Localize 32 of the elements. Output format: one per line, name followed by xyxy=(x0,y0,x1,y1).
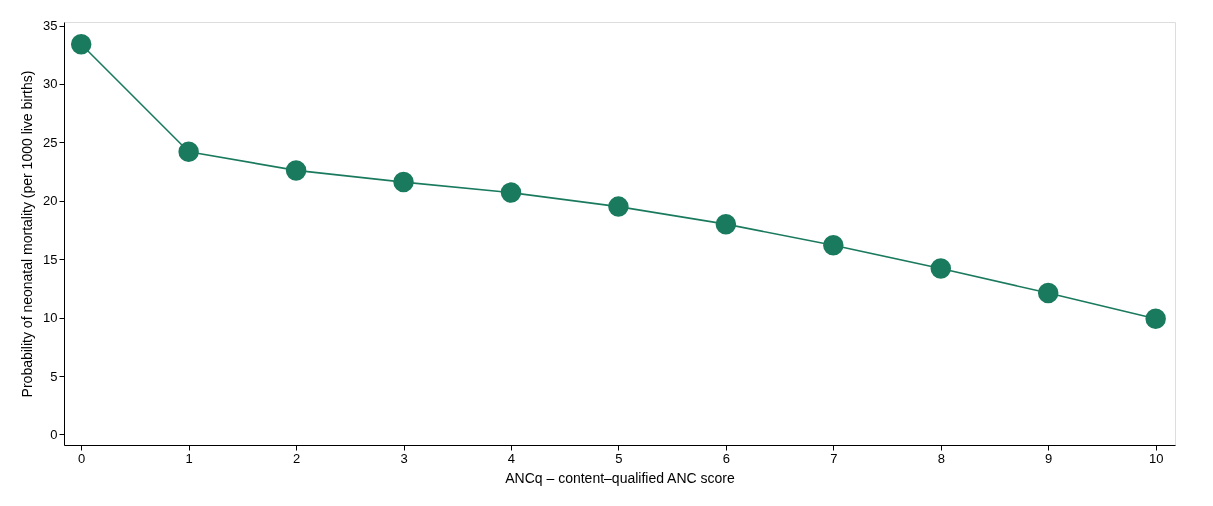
point xyxy=(285,160,307,181)
x-tick-label: 10 xyxy=(1148,450,1164,466)
point xyxy=(930,258,952,279)
y-tick-label: 20 xyxy=(43,193,58,209)
x-tick-label: 1 xyxy=(185,450,193,466)
point xyxy=(823,234,844,256)
point xyxy=(178,141,199,162)
y-tick-label: 0 xyxy=(50,426,58,442)
x-tick-label: 6 xyxy=(722,450,730,466)
y-tick-label: 5 xyxy=(50,368,58,384)
point xyxy=(1037,282,1059,304)
point xyxy=(393,171,414,193)
x-tick-label: 2 xyxy=(292,450,301,466)
y-tick-label: 15 xyxy=(43,251,58,267)
y-tick-label: 10 xyxy=(43,310,58,326)
y-tick-label: 30 xyxy=(43,76,58,92)
point xyxy=(500,182,522,203)
point xyxy=(608,196,629,217)
y-axis-title: Probability of neonatal mortality (per 1000 live births) xyxy=(19,70,36,398)
point xyxy=(70,33,92,55)
y-tick-label: 35 xyxy=(43,18,58,34)
x-tick-label: 0 xyxy=(78,450,86,466)
x-tick-label: 3 xyxy=(400,450,408,466)
x-axis-title: ANCq – content–qualified ANC score xyxy=(505,469,735,486)
x-tick-label: 9 xyxy=(1045,450,1053,466)
x-tick-label: 8 xyxy=(937,450,945,466)
x-tick-label: 5 xyxy=(615,450,623,466)
x-tick-label: 4 xyxy=(507,450,516,466)
x-tick-label: 7 xyxy=(830,450,838,466)
point xyxy=(1145,308,1166,330)
y-tick-label: 25 xyxy=(43,134,58,150)
point xyxy=(715,213,737,235)
